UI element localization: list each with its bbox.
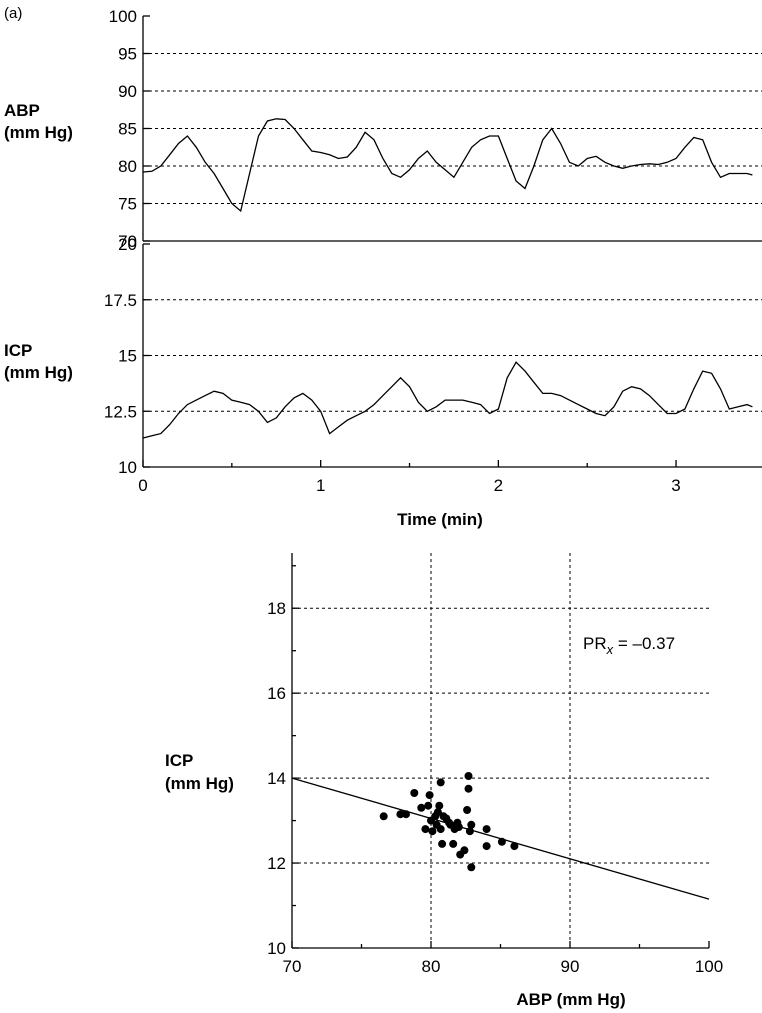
time-xlabel: Time (min) (397, 510, 483, 529)
scatter-point-32 (467, 863, 476, 872)
scatter-point-2 (402, 810, 410, 819)
scatter-point-6 (424, 801, 433, 810)
time-xtick-label-1: 1 (316, 476, 325, 495)
scatter-point-3 (410, 789, 419, 797)
scatter-point-5 (421, 825, 430, 834)
scatter-point-31 (467, 820, 476, 829)
scatter-ytick-label-4: 18 (267, 599, 286, 618)
scatter-point-12 (433, 808, 442, 817)
icp-ylabel-line-1: ICP (4, 341, 32, 360)
panel-label: (a) (4, 5, 22, 22)
abp-ytick-label-0: 70 (118, 232, 137, 251)
icp-series-line (142, 361, 753, 439)
abp-chart: ABP (mm Hg) 70 75 80 85 90 95 100 (4, 7, 762, 251)
scatter-ytick-label-2: 14 (267, 769, 286, 788)
scatter-point-29 (464, 772, 473, 780)
pr-annotation-subscript: x (606, 642, 614, 657)
scatter-xtick-label-2: 90 (561, 957, 580, 976)
abp-ytick-label-4: 90 (118, 82, 137, 101)
scatter-xlabel: ABP (mm Hg) (516, 990, 625, 1009)
abp-ytick-label-2: 80 (118, 157, 137, 176)
icp-ytick-label-2: 15 (118, 347, 137, 366)
icp-ytick-label-3: 17.5 (104, 291, 137, 310)
scatter-xtick-label-1: 80 (422, 957, 441, 976)
scatter-point-7 (425, 791, 434, 800)
time-xtick-label-2: 2 (494, 476, 503, 495)
scatter-ytick-label-0: 10 (267, 939, 286, 958)
abp-ylabel-line-1: ABP (4, 101, 40, 120)
time-xtick-label-0: 0 (138, 476, 147, 495)
scatter-chart: ICP (mm Hg) ABP (mm Hg) PRx = –0.37 10 12… (165, 553, 723, 1009)
scatter-point-15 (436, 778, 445, 787)
scatter-point-16 (438, 839, 447, 848)
scatter-point-1 (396, 810, 405, 819)
scatter-point-36 (510, 842, 519, 851)
time-xtick-label-3: 3 (671, 476, 680, 495)
abp-ytick-label-3: 85 (118, 120, 137, 139)
scatter-xtick-label-0: 70 (283, 957, 302, 976)
scatter-ylabel-line-2: (mm Hg) (165, 774, 234, 793)
icp-ytick-label-1: 12.5 (104, 402, 137, 421)
scatter-point-30 (465, 827, 474, 836)
abp-ylabel-line-2: (mm Hg) (4, 123, 73, 142)
scatter-point-9 (428, 827, 437, 836)
icp-ylabel-line-2: (mm Hg) (4, 363, 73, 382)
scatter-point-13 (435, 801, 444, 810)
scatter-point-27 (463, 806, 472, 814)
scatter-point-34 (482, 842, 491, 851)
scatter-point-4 (417, 803, 426, 812)
scatter-point-21 (449, 839, 458, 848)
icp-ytick-label-0: 10 (118, 458, 137, 477)
scatter-point-14 (436, 825, 445, 834)
scatter-point-0 (379, 812, 388, 821)
icp-ytick-label-4: 20 (118, 235, 137, 254)
scatter-xtick-label-3: 100 (695, 957, 723, 976)
scatter-point-28 (464, 784, 473, 793)
abp-ytick-label-6: 100 (109, 7, 137, 26)
scatter-point-24 (454, 823, 463, 831)
scatter-point-35 (497, 837, 506, 846)
pr-annotation-base: PR (583, 634, 607, 653)
icp-chart: ICP (mm Hg) Time (min) 10 12.5 15 17.5 20 0 1 2… (4, 235, 762, 529)
abp-ytick-label-1: 75 (118, 195, 137, 214)
pr-annotation-value: = –0.37 (613, 634, 675, 653)
scatter-ytick-label-3: 16 (267, 684, 286, 703)
scatter-ylabel-line-1: ICP (165, 751, 193, 770)
scatter-point-33 (482, 825, 491, 834)
abp-ytick-label-5: 95 (118, 45, 137, 64)
scatter-ytick-label-1: 12 (267, 854, 286, 873)
scatter-point-26 (460, 846, 469, 855)
abp-series-line (142, 118, 753, 213)
pr-annotation: PRx = –0.37 (583, 634, 675, 657)
